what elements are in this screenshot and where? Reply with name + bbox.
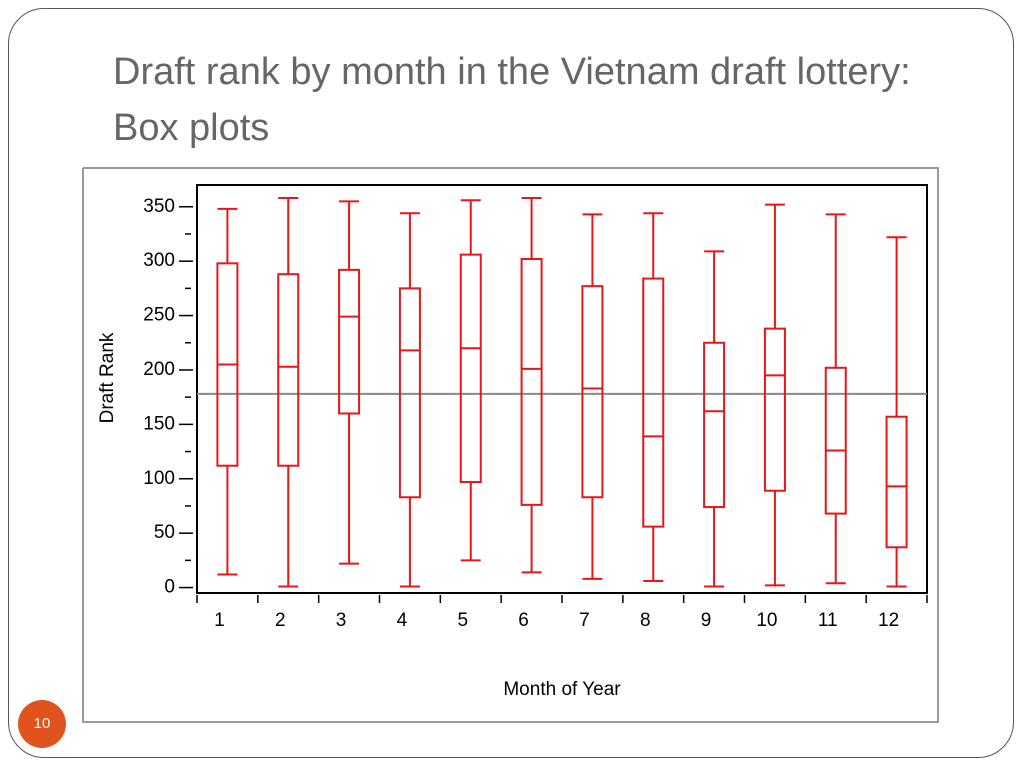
- x-axis-label: Month of Year: [503, 679, 621, 700]
- x-tick-label: 3: [336, 610, 347, 631]
- box: [885, 415, 908, 549]
- box: [642, 277, 665, 528]
- y-axis-label: Draft Rank: [97, 332, 118, 423]
- x-tick-label: 6: [518, 610, 529, 631]
- y-tick-label: 250: [143, 305, 175, 326]
- x-tick-label: 1: [214, 610, 225, 631]
- box: [398, 287, 421, 499]
- slide-frame: [8, 8, 1014, 758]
- y-tick-label: 100: [143, 468, 175, 489]
- plot-area: [196, 184, 928, 594]
- x-tick-label: 9: [701, 610, 712, 631]
- y-tick-label: 50: [154, 522, 175, 543]
- box: [824, 366, 847, 515]
- x-tick-label: 10: [756, 610, 777, 631]
- page-number: 10: [18, 700, 66, 748]
- box: [703, 341, 726, 509]
- chart-frame: [82, 167, 939, 723]
- y-tick-label: 350: [143, 196, 175, 217]
- x-tick-label: 8: [640, 610, 651, 631]
- box: [581, 285, 604, 499]
- x-tick-label: 2: [275, 610, 286, 631]
- box: [520, 257, 543, 506]
- y-tick-label: 200: [143, 359, 175, 380]
- x-tick-label: 4: [397, 610, 408, 631]
- box: [338, 268, 361, 415]
- x-tick-label: 11: [818, 610, 838, 631]
- x-tick-label: 12: [878, 610, 899, 631]
- x-tick-label: 5: [457, 610, 468, 631]
- box: [763, 327, 786, 492]
- y-tick-label: 0: [164, 577, 175, 598]
- box: [459, 253, 482, 484]
- box: [277, 273, 300, 467]
- y-tick-label: 150: [143, 413, 175, 434]
- slide-title: Draft rank by month in the Vietnam draft…: [113, 51, 911, 149]
- y-tick-label: 300: [143, 250, 175, 271]
- x-tick-label: 7: [579, 610, 590, 631]
